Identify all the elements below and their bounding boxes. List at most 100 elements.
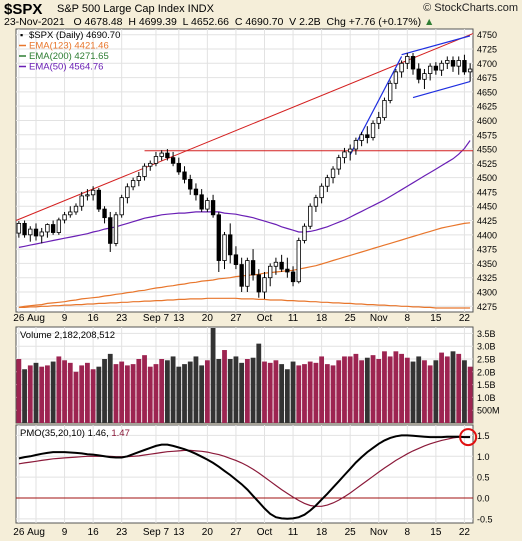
volume-bar	[284, 369, 290, 423]
volume-bar	[164, 360, 170, 423]
price-candle	[96, 187, 102, 212]
price-candle	[268, 263, 273, 287]
price-candle	[336, 154, 341, 175]
date-tick-label-bottom: 20	[202, 527, 214, 538]
candle-body	[273, 261, 279, 267]
price-candle	[296, 237, 301, 284]
volume-tick-label: 2.5B	[477, 355, 496, 365]
price-candle	[176, 157, 181, 175]
volume-bar	[96, 366, 102, 423]
date-tick-label: 25	[345, 313, 357, 324]
volume-bar	[107, 353, 113, 423]
price-candle	[308, 203, 313, 230]
pmo-panel	[15, 424, 474, 524]
volume-bar	[376, 359, 382, 423]
price-candle	[16, 221, 22, 238]
legend-entry: $SPX (Daily) 4690.70	[29, 30, 120, 41]
price-candle	[382, 97, 387, 121]
price-candle	[28, 226, 33, 242]
price-candle	[142, 163, 147, 181]
volume-bar	[410, 361, 416, 423]
volume-bar	[199, 365, 205, 423]
date-tick-label-bottom: Nov	[370, 527, 388, 538]
candle-body	[308, 205, 313, 227]
candle-body	[433, 65, 439, 71]
chart-header: $SPX S&P 500 Large Cap Index INDX © Stoc…	[0, 0, 522, 28]
price-candle	[205, 197, 210, 212]
volume-bar	[147, 366, 153, 423]
candle-body	[199, 194, 204, 210]
price-candle	[422, 69, 427, 90]
price-candle	[405, 53, 410, 70]
price-candle	[450, 56, 456, 72]
candle-body	[188, 178, 193, 190]
candle-body	[256, 274, 261, 293]
candle-body	[439, 62, 444, 71]
candle-body	[250, 260, 256, 276]
price-candle	[73, 203, 79, 215]
date-tick-label-bottom: 9	[62, 527, 68, 538]
date-tick-label: 23	[116, 313, 128, 324]
volume-bar	[27, 365, 33, 423]
volume-bar	[267, 362, 273, 423]
date-tick-label-bottom: 22	[459, 527, 471, 538]
candle-body	[342, 151, 347, 159]
candle-body	[96, 189, 102, 210]
price-candle	[113, 211, 119, 247]
volume-bar	[239, 362, 245, 423]
volume-bar	[216, 359, 222, 423]
candle-body	[359, 134, 364, 141]
ema-123-line	[18, 222, 471, 308]
pmo-label: PMO(35,20,10) 1.46, 1.47	[20, 428, 130, 439]
volume-bar	[439, 352, 444, 423]
volume-bar	[182, 364, 187, 423]
candle-body	[205, 200, 210, 210]
volume-bar	[296, 365, 302, 423]
candle-body	[142, 165, 147, 177]
price-candle	[302, 223, 307, 244]
volume-bar	[302, 364, 307, 423]
candle-body	[85, 194, 90, 197]
price-candle	[325, 174, 330, 192]
price-candle	[119, 194, 124, 218]
candle-body	[62, 214, 67, 221]
pmo-tick-label: 0.5	[477, 473, 490, 483]
date-tick-label: 18	[316, 313, 328, 324]
price-candle	[62, 211, 67, 224]
pmo-signal-value: 1.47	[111, 428, 130, 439]
price-candle	[79, 191, 84, 211]
volume-bar	[382, 351, 387, 423]
quote-line: 23-Nov-2021 O 4678.48 H 4699.39 L 4652.6…	[4, 16, 434, 28]
price-candle	[39, 227, 44, 244]
price-candle	[410, 53, 416, 75]
volume-bar	[262, 361, 267, 423]
price-tick-label: 4475	[477, 187, 497, 197]
pmo-tick-label: 0.0	[477, 493, 490, 503]
price-candle	[56, 217, 62, 235]
volume-bar	[79, 365, 85, 423]
candle-body	[330, 168, 336, 179]
price-candle	[262, 271, 267, 299]
volume-bar	[85, 362, 90, 423]
pmo-tick-label: 1.0	[477, 452, 490, 462]
volume-bar	[227, 359, 233, 423]
price-candle	[22, 220, 27, 238]
volume-bar	[456, 353, 462, 423]
price-tick-label: 4725	[477, 45, 497, 55]
candle-body	[365, 134, 370, 139]
candle-body	[279, 261, 284, 270]
volume-panel	[15, 326, 474, 424]
price-tick-label: 4525	[477, 159, 497, 169]
index-description: S&P 500 Large Cap Index INDX	[57, 3, 214, 15]
quote-open: O 4678.48	[73, 16, 123, 28]
price-candle	[290, 266, 296, 287]
ticker-symbol: $SPX	[4, 1, 43, 18]
price-tick-label: 4425	[477, 216, 497, 226]
price-candle	[370, 120, 376, 141]
price-candle	[250, 249, 256, 281]
volume-bar	[159, 359, 165, 423]
volume-bar	[90, 369, 96, 423]
candle-body	[370, 122, 376, 139]
price-candle	[153, 151, 159, 167]
candle-body	[422, 73, 427, 80]
